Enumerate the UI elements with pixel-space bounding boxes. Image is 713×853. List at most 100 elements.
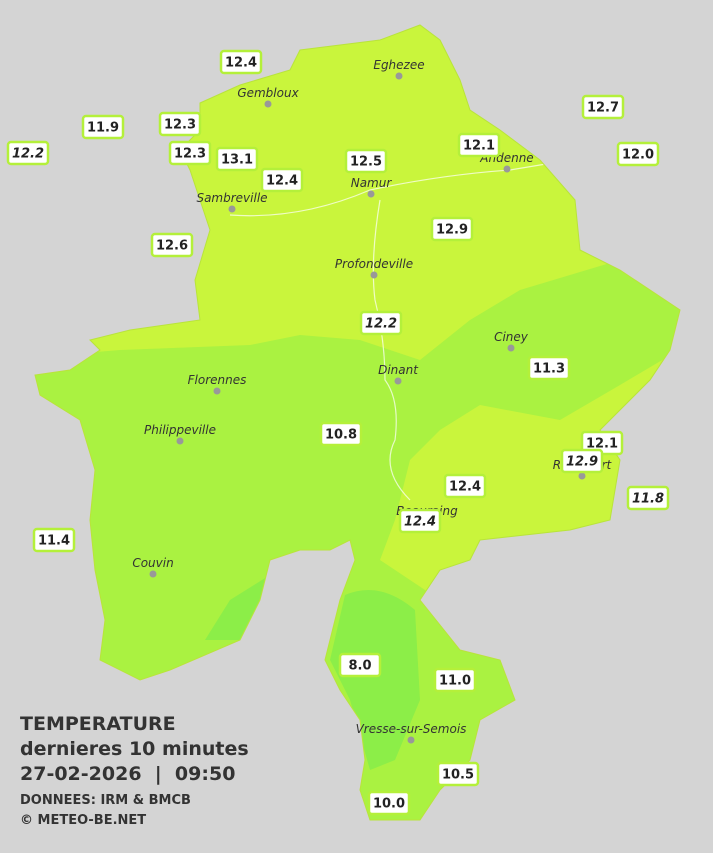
station-reading: 12.2 — [365, 317, 397, 332]
station-reading: 10.5 — [442, 768, 474, 783]
station-reading: 12.0 — [622, 148, 654, 163]
city-dot — [367, 190, 375, 198]
station-box — [359, 310, 403, 336]
station-box — [338, 652, 382, 678]
station: 12.2 — [6, 140, 50, 166]
station: 12.3 — [168, 140, 212, 166]
station-reading: 12.9 — [566, 455, 598, 470]
legend-subtitle: dernieres 10 minutes — [20, 738, 249, 760]
station: 11.3 — [527, 355, 571, 381]
city-label: Philippeville — [144, 423, 216, 437]
station-reading: 8.0 — [348, 659, 371, 674]
station: 12.4 — [398, 508, 442, 534]
station: 12.2 — [359, 310, 403, 336]
city-label: Couvin — [132, 556, 173, 570]
station: 8.0 — [338, 652, 382, 678]
station: 12.3 — [158, 111, 202, 137]
station: 13.1 — [215, 146, 259, 172]
station: 12.0 — [616, 141, 660, 167]
station: 10.8 — [319, 421, 363, 447]
station-reading: 12.1 — [463, 139, 495, 154]
station: 12.1 — [457, 132, 501, 158]
city-dot — [176, 437, 184, 445]
station-box — [319, 421, 363, 447]
city-dot — [394, 377, 402, 385]
city-label: Eghezee — [373, 58, 424, 72]
city-label: Namur — [351, 176, 393, 190]
station: 10.5 — [436, 761, 480, 787]
city-dot — [264, 100, 272, 108]
city-dot — [507, 344, 515, 352]
station-box — [457, 132, 501, 158]
station-box — [215, 146, 259, 172]
station-box — [260, 167, 304, 193]
station: 11.9 — [81, 114, 125, 140]
station-reading: 12.7 — [587, 101, 619, 116]
station-box — [344, 148, 388, 174]
station-reading: 12.9 — [436, 223, 468, 238]
station-reading: 11.8 — [632, 492, 664, 507]
city-label: Profondeville — [335, 257, 413, 271]
zone-cool — [330, 590, 420, 770]
station: 12.4 — [219, 49, 263, 75]
station-box — [81, 114, 125, 140]
city-dot — [370, 271, 378, 279]
city-label: Dinant — [378, 363, 419, 377]
city-dot — [213, 387, 221, 395]
station: 12.7 — [581, 94, 625, 120]
legend-source: DONNEES: IRM & BMCB — [20, 793, 191, 808]
station: 11.0 — [433, 667, 477, 693]
station: 11.8 — [626, 485, 670, 511]
station-reading: 11.3 — [533, 362, 565, 377]
station: 12.9 — [430, 216, 474, 242]
city-dot — [503, 165, 511, 173]
station: 10.0 — [367, 790, 411, 816]
station-reading: 10.8 — [325, 428, 357, 443]
station-box — [527, 355, 571, 381]
station-reading: 12.4 — [449, 480, 481, 495]
city-dot — [578, 472, 586, 480]
city-label: Vresse-sur-Semois — [356, 722, 467, 736]
station-box — [398, 508, 442, 534]
station-reading: 12.4 — [266, 174, 298, 189]
station-reading: 11.0 — [439, 674, 471, 689]
city-dot — [395, 72, 403, 80]
city-dot — [228, 205, 236, 213]
station-box — [626, 485, 670, 511]
city-label: Gembloux — [237, 86, 299, 100]
city-label: Ciney — [494, 330, 529, 344]
station-box — [168, 140, 212, 166]
legend-credit: © METEO-BE.NET — [20, 813, 146, 828]
station-box — [560, 448, 604, 474]
station-box — [6, 140, 50, 166]
station: 11.4 — [32, 527, 76, 553]
station-reading: 11.9 — [87, 121, 119, 136]
station-reading: 13.1 — [221, 153, 253, 168]
city-label: Sambreville — [196, 191, 267, 205]
station: 12.6 — [150, 232, 194, 258]
station-box — [433, 667, 477, 693]
station-box — [436, 761, 480, 787]
station-box — [150, 232, 194, 258]
station-box — [430, 216, 474, 242]
legend-timestamp: 27-02-2026 | 09:50 — [20, 763, 235, 785]
city-label: Florennes — [188, 373, 247, 387]
station-reading: 11.4 — [38, 534, 70, 549]
station-reading: 10.0 — [373, 797, 405, 812]
station-reading: 12.4 — [404, 515, 436, 530]
station-box — [219, 49, 263, 75]
station-reading: 12.2 — [12, 147, 44, 162]
station-reading: 12.1 — [586, 437, 618, 452]
station: 12.4 — [443, 473, 487, 499]
station-box — [367, 790, 411, 816]
station: 12.9 — [560, 448, 604, 474]
river — [372, 199, 411, 501]
station-box — [616, 141, 660, 167]
station: 12.5 — [344, 148, 388, 174]
city-dot — [149, 570, 157, 578]
station-reading: 12.5 — [350, 155, 382, 170]
station-box — [32, 527, 76, 553]
station-reading: 12.3 — [174, 147, 206, 162]
station-box — [158, 111, 202, 137]
